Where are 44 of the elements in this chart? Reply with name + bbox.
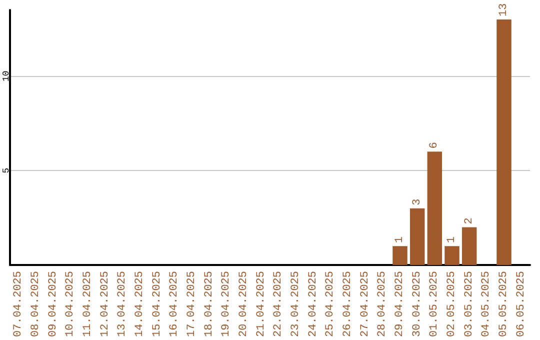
x-tick-label: 07.04.2025 <box>12 270 25 338</box>
x-tick-label: 13.04.2025 <box>116 270 129 338</box>
x-tick-label: 22.04.2025 <box>272 270 285 338</box>
x-tick-label: 02.05.2025 <box>446 270 458 338</box>
y-tick-label: 10 <box>2 70 12 82</box>
x-tick-label: 23.04.2025 <box>290 270 302 338</box>
x-tick-label: 08.04.2025 <box>30 270 42 338</box>
x-tick-label: 12.04.2025 <box>99 270 112 338</box>
bar <box>427 152 442 265</box>
x-tick-label: 03.05.2025 <box>463 270 476 338</box>
bar <box>444 246 460 265</box>
x-tick-label: 21.04.2025 <box>255 270 268 338</box>
x-tick-label: 26.04.2025 <box>342 270 354 338</box>
x-tick-label: 19.04.2025 <box>220 270 233 338</box>
bar <box>496 19 512 265</box>
x-tick-label: 27.04.2025 <box>359 270 372 338</box>
x-tick-label: 09.04.2025 <box>47 270 60 338</box>
x-tick-label: 17.04.2025 <box>186 270 198 338</box>
x-tick-label: 25.04.2025 <box>324 270 337 338</box>
data-label: 2 <box>463 218 476 224</box>
data-label: 1 <box>446 236 458 244</box>
x-tick-label: 04.05.2025 <box>480 270 493 338</box>
x-tick-label: 05.05.2025 <box>498 270 510 338</box>
x-tick-label: 10.04.2025 <box>64 270 77 338</box>
data-label: 1 <box>394 236 406 244</box>
x-tick-label: 30.04.2025 <box>411 270 424 338</box>
x-tick-label: 20.04.2025 <box>238 270 250 338</box>
x-tick-label: 18.04.2025 <box>203 270 216 338</box>
x-tick-label: 15.04.2025 <box>151 270 164 338</box>
data-label: 13 <box>498 3 510 16</box>
x-tick-label: 14.04.2025 <box>134 270 146 338</box>
x-tick-label: 24.04.2025 <box>307 270 320 338</box>
data-label: 3 <box>411 198 424 206</box>
bar <box>462 227 477 265</box>
y-tick-label: 5 <box>2 168 12 174</box>
x-tick-label: 06.05.2025 <box>515 270 528 338</box>
data-label: 6 <box>428 142 441 149</box>
x-tick-label: 29.04.2025 <box>394 270 406 338</box>
bar <box>392 246 408 265</box>
x-tick-label: 16.04.2025 <box>168 270 181 338</box>
x-tick-label: 28.04.2025 <box>376 270 389 338</box>
x-tick-label: 11.04.2025 <box>82 270 94 338</box>
bar <box>410 208 425 265</box>
x-tick-label: 01.05.2025 <box>428 270 441 338</box>
